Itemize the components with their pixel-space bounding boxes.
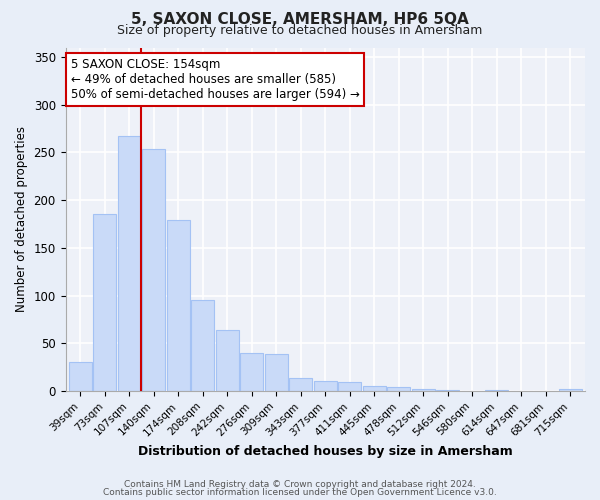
Bar	[338, 382, 361, 391]
Bar	[265, 354, 288, 391]
Bar	[118, 136, 141, 391]
Text: Contains HM Land Registry data © Crown copyright and database right 2024.: Contains HM Land Registry data © Crown c…	[124, 480, 476, 489]
Bar	[289, 378, 313, 391]
Text: Size of property relative to detached houses in Amersham: Size of property relative to detached ho…	[118, 24, 482, 37]
Bar	[215, 330, 239, 391]
X-axis label: Distribution of detached houses by size in Amersham: Distribution of detached houses by size …	[138, 444, 512, 458]
Bar	[191, 300, 214, 391]
Text: 5 SAXON CLOSE: 154sqm
← 49% of detached houses are smaller (585)
50% of semi-det: 5 SAXON CLOSE: 154sqm ← 49% of detached …	[71, 58, 359, 101]
Bar	[485, 390, 508, 391]
Y-axis label: Number of detached properties: Number of detached properties	[15, 126, 28, 312]
Bar	[314, 382, 337, 391]
Text: Contains public sector information licensed under the Open Government Licence v3: Contains public sector information licen…	[103, 488, 497, 497]
Text: 5, SAXON CLOSE, AMERSHAM, HP6 5QA: 5, SAXON CLOSE, AMERSHAM, HP6 5QA	[131, 12, 469, 28]
Bar	[142, 148, 166, 391]
Bar	[93, 214, 116, 391]
Bar	[387, 387, 410, 391]
Bar	[436, 390, 460, 391]
Bar	[167, 220, 190, 391]
Bar	[68, 362, 92, 391]
Bar	[362, 386, 386, 391]
Bar	[240, 353, 263, 391]
Bar	[412, 389, 435, 391]
Bar	[559, 389, 582, 391]
